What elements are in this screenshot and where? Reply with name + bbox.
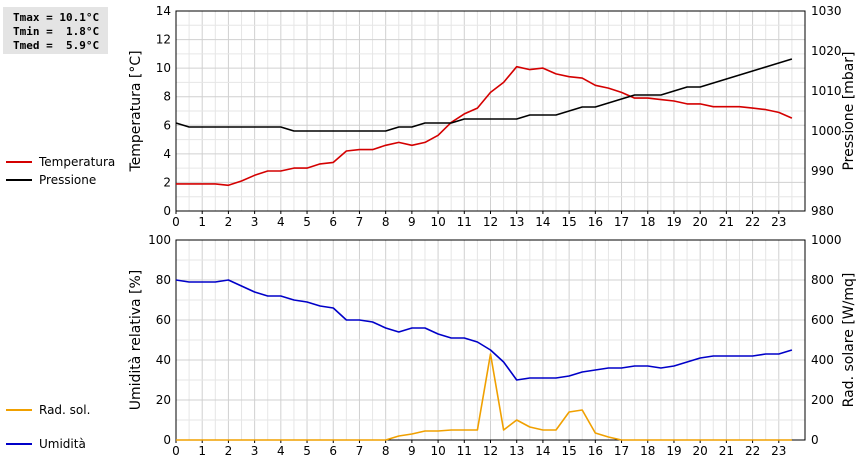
x-tick-label: 15 xyxy=(561,215,576,229)
x-tick-label: 7 xyxy=(356,215,364,229)
legend-swatch-rad-sol xyxy=(6,409,32,411)
series-line-umidit xyxy=(175,279,793,381)
y2-tick-label: 0 xyxy=(811,433,819,447)
x-tick-label: 15 xyxy=(561,444,576,458)
x-tick-label: 6 xyxy=(329,444,337,458)
x-tick-label: 7 xyxy=(356,444,364,458)
y-tick-label: 6 xyxy=(163,118,171,132)
x-tick-label: 18 xyxy=(640,444,655,458)
y-tick-label: 2 xyxy=(163,175,171,189)
x-tick-label: 16 xyxy=(588,444,603,458)
x-tick-label: 0 xyxy=(172,215,180,229)
legend-label-umidita: Umidità xyxy=(39,437,86,451)
y2-tick-label: 400 xyxy=(811,353,834,367)
x-tick-label: 4 xyxy=(277,215,285,229)
x-tick-label: 10 xyxy=(430,215,445,229)
x-tick-label: 3 xyxy=(251,444,259,458)
x-tick-label: 19 xyxy=(666,444,681,458)
x-tick-label: 9 xyxy=(408,215,416,229)
x-tick-label: 20 xyxy=(693,215,708,229)
y2-tick-label: 1000 xyxy=(811,124,842,138)
y2-tick-label: 800 xyxy=(811,273,834,287)
x-tick-label: 6 xyxy=(329,215,337,229)
y2-tick-label: 1030 xyxy=(811,4,842,18)
x-tick-label: 17 xyxy=(614,215,629,229)
x-tick-label: 23 xyxy=(771,444,786,458)
x-tick-label: 21 xyxy=(719,215,734,229)
y2-tick-label: 980 xyxy=(811,204,834,218)
x-tick-label: 21 xyxy=(719,444,734,458)
y-tick-label: 100 xyxy=(148,233,171,247)
y-axis-label: Umidità relativa [%] xyxy=(128,270,144,411)
y2-tick-label: 1000 xyxy=(811,233,842,247)
y2-tick-label: 1020 xyxy=(811,44,842,58)
legend-label-pressione: Pressione xyxy=(39,173,97,187)
y-tick-label: 0 xyxy=(163,433,171,447)
x-tick-label: 14 xyxy=(535,444,550,458)
y-tick-label: 80 xyxy=(156,273,171,287)
chart-humidity-radiation: 0 1 2 3 4 5 6 7 8 9 10 11 12 13 14 15 16 17 18 19 20 21 22 2302… xyxy=(128,233,857,458)
y2-axis-label: Rad. solare [W/mq] xyxy=(841,273,857,408)
x-tick-label: 13 xyxy=(509,215,524,229)
x-tick-label: 17 xyxy=(614,444,629,458)
x-tick-label: 20 xyxy=(693,444,708,458)
y-tick-label: 8 xyxy=(163,90,171,104)
stat-tmin: Tmin = 1.8°C xyxy=(13,25,100,38)
x-tick-label: 11 xyxy=(457,215,472,229)
x-tick-label: 8 xyxy=(382,215,390,229)
legend-swatch-umidita xyxy=(6,443,32,445)
x-tick-label: 3 xyxy=(251,215,259,229)
x-tick-label: 22 xyxy=(745,444,760,458)
x-tick-label: 8 xyxy=(382,444,390,458)
y-tick-label: 14 xyxy=(156,4,171,18)
x-tick-label: 0 xyxy=(172,444,180,458)
y2-tick-label: 990 xyxy=(811,164,834,178)
stat-tmax: Tmax = 10.1°C xyxy=(13,11,100,24)
y-tick-label: 0 xyxy=(163,204,171,218)
y-tick-label: 12 xyxy=(156,33,171,47)
y-tick-label: 4 xyxy=(163,147,171,161)
y-tick-label: 40 xyxy=(156,353,171,367)
x-tick-label: 5 xyxy=(303,444,311,458)
x-tick-label: 1 xyxy=(198,215,206,229)
x-tick-label: 1 xyxy=(198,444,206,458)
x-tick-label: 16 xyxy=(588,215,603,229)
y2-axis-label: Pressione [mbar] xyxy=(841,51,857,170)
x-tick-label: 22 xyxy=(745,215,760,229)
x-tick-label: 2 xyxy=(225,444,233,458)
x-tick-label: 2 xyxy=(225,215,233,229)
y2-tick-label: 200 xyxy=(811,393,834,407)
series-line-pressione xyxy=(175,58,793,132)
x-tick-label: 10 xyxy=(430,444,445,458)
x-tick-label: 12 xyxy=(483,215,498,229)
series-line-temperatura xyxy=(176,65,793,187)
x-tick-label: 12 xyxy=(483,444,498,458)
y-tick-label: 10 xyxy=(156,61,171,75)
y2-tick-label: 600 xyxy=(811,313,834,327)
y-axis-label: Temperatura [°C] xyxy=(128,50,144,172)
x-tick-label: 11 xyxy=(457,444,472,458)
legend-swatch-pressione xyxy=(6,179,32,181)
x-tick-label: 4 xyxy=(277,444,285,458)
x-tick-label: 13 xyxy=(509,444,524,458)
chart-temperature-pressure: 0 1 2 3 4 5 6 7 8 9 10 11 12 13 14 15 16 17 18 19 20 21 22 2302… xyxy=(128,4,857,229)
x-tick-label: 18 xyxy=(640,215,655,229)
series-line-rad-sol xyxy=(176,353,792,441)
legend-label-rad-sol: Rad. sol. xyxy=(39,403,91,417)
y-tick-label: 20 xyxy=(156,393,171,407)
x-tick-label: 14 xyxy=(535,215,550,229)
stats-box: Tmax = 10.1°C Tmin = 1.8°C Tmed = 5.9°C xyxy=(3,7,108,54)
x-tick-label: 23 xyxy=(771,215,786,229)
stat-tmed: Tmed = 5.9°C xyxy=(13,39,100,52)
x-tick-label: 9 xyxy=(408,444,416,458)
y-tick-label: 60 xyxy=(156,313,171,327)
legend-swatch-temperatura xyxy=(6,161,32,163)
x-tick-label: 5 xyxy=(303,215,311,229)
legend-label-temperatura: Temperatura xyxy=(39,155,116,169)
x-tick-label: 19 xyxy=(666,215,681,229)
y2-tick-label: 1010 xyxy=(811,84,842,98)
